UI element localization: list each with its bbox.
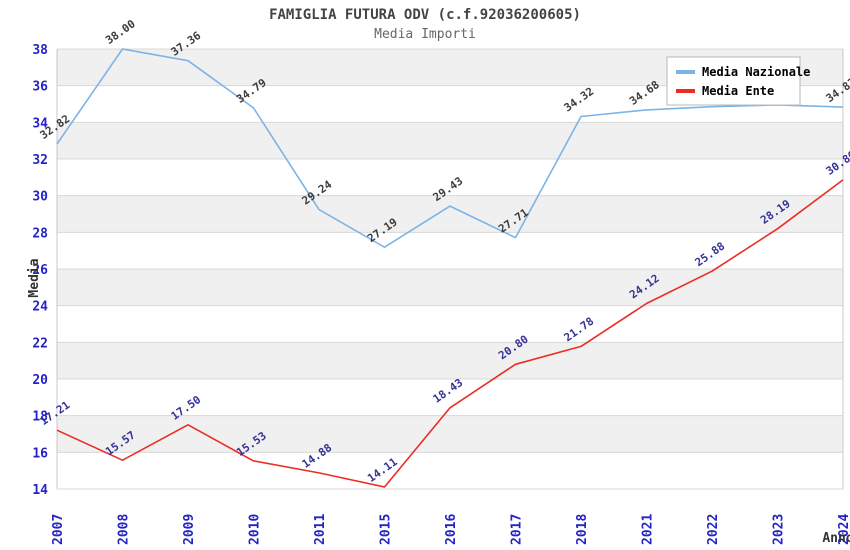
x-tick-label: 2024 [837,514,850,545]
y-tick-label: 22 [32,336,48,351]
y-tick-label: 16 [32,446,48,461]
chart-title: FAMIGLIA FUTURA ODV (c.f.92036200605) [269,7,581,23]
legend-item-label: Media Ente [702,84,774,98]
y-tick-label: 30 [32,190,48,205]
plot-band [57,195,843,233]
plot-band [57,379,843,416]
plot-band [57,342,843,379]
plot-band [57,122,843,159]
x-tick-label: 2010 [248,514,263,545]
x-tick-label: 2022 [706,514,721,545]
y-tick-label: 38 [32,43,48,58]
plot-gridlines [56,48,844,490]
series-lines [56,48,844,488]
y-tick-label: 26 [32,263,48,278]
y-tick-label: 36 [32,80,48,95]
series-line-media-ente [56,179,844,488]
x-tick-label: 2007 [51,514,66,545]
data-label: 38.00 [103,17,138,47]
y-axis-title: Media [27,258,42,297]
plot-band [57,305,843,343]
y-tick-label: 24 [32,300,48,315]
x-tick-label: 2016 [444,514,459,545]
plot-band [57,415,843,453]
y-tick-label: 14 [32,483,48,498]
x-tick-label: 2018 [575,514,590,545]
series-line-media-nazionale [56,48,844,248]
plot-band [57,159,843,196]
x-tick-label: 2021 [641,514,656,545]
x-tick-label: 2017 [510,514,525,545]
x-tick-label: 2023 [772,514,787,545]
y-tick-label: 18 [32,410,48,425]
plot-band [57,269,843,306]
plot-band [57,452,843,489]
y-tick-label: 28 [32,226,48,241]
y-tick-label: 32 [32,153,48,168]
x-tick-label: 2009 [182,514,197,545]
plot-band [57,232,843,269]
x-axis-title: Anno [822,531,850,546]
legend-item-label: Media Nazionale [702,65,810,79]
legend-box [666,56,801,106]
y-tick-label: 20 [32,373,48,388]
y-axis-tick-labels: 14 16 18 20 22 24 26 28 30 32 34 36 38 [32,43,48,498]
x-tick-label: 2011 [313,514,328,545]
chart-subtitle: Media Importi [374,27,476,42]
x-tick-label: 2015 [379,514,394,545]
y-tick-label: 34 [32,116,48,131]
x-tick-label: 2008 [117,514,132,545]
x-axis-tick-labels: 2007 2008 2009 2010 2011 2015 2016 2017 2018 2021… [51,514,850,545]
legend: Media Nazionale Media Ente [666,56,810,106]
